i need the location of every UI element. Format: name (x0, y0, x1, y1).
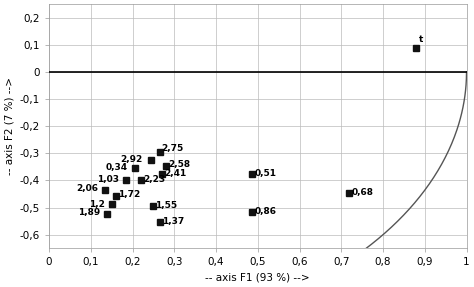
Text: 1,2: 1,2 (89, 199, 105, 209)
Text: 0,68: 0,68 (351, 188, 374, 197)
Text: 0,51: 0,51 (255, 169, 277, 178)
Text: t: t (419, 35, 423, 44)
Text: 0,34: 0,34 (105, 163, 128, 172)
Text: 1,03: 1,03 (97, 175, 119, 184)
Y-axis label: -- axis F2 (7 %) -->: -- axis F2 (7 %) --> (4, 77, 14, 175)
Text: 2,58: 2,58 (168, 160, 190, 170)
Text: 0,86: 0,86 (255, 207, 277, 216)
Text: 1,55: 1,55 (155, 201, 177, 210)
X-axis label: -- axis F1 (93 %) -->: -- axis F1 (93 %) --> (205, 273, 310, 283)
Text: 1,37: 1,37 (162, 217, 184, 226)
Text: 2,41: 2,41 (164, 169, 186, 178)
Text: 1,89: 1,89 (78, 208, 100, 218)
Text: 1,72: 1,72 (118, 190, 140, 199)
Text: 2,23: 2,23 (143, 175, 165, 184)
Text: 2,75: 2,75 (162, 144, 184, 153)
Text: 2,06: 2,06 (76, 184, 98, 193)
Text: 2,92: 2,92 (120, 155, 142, 164)
